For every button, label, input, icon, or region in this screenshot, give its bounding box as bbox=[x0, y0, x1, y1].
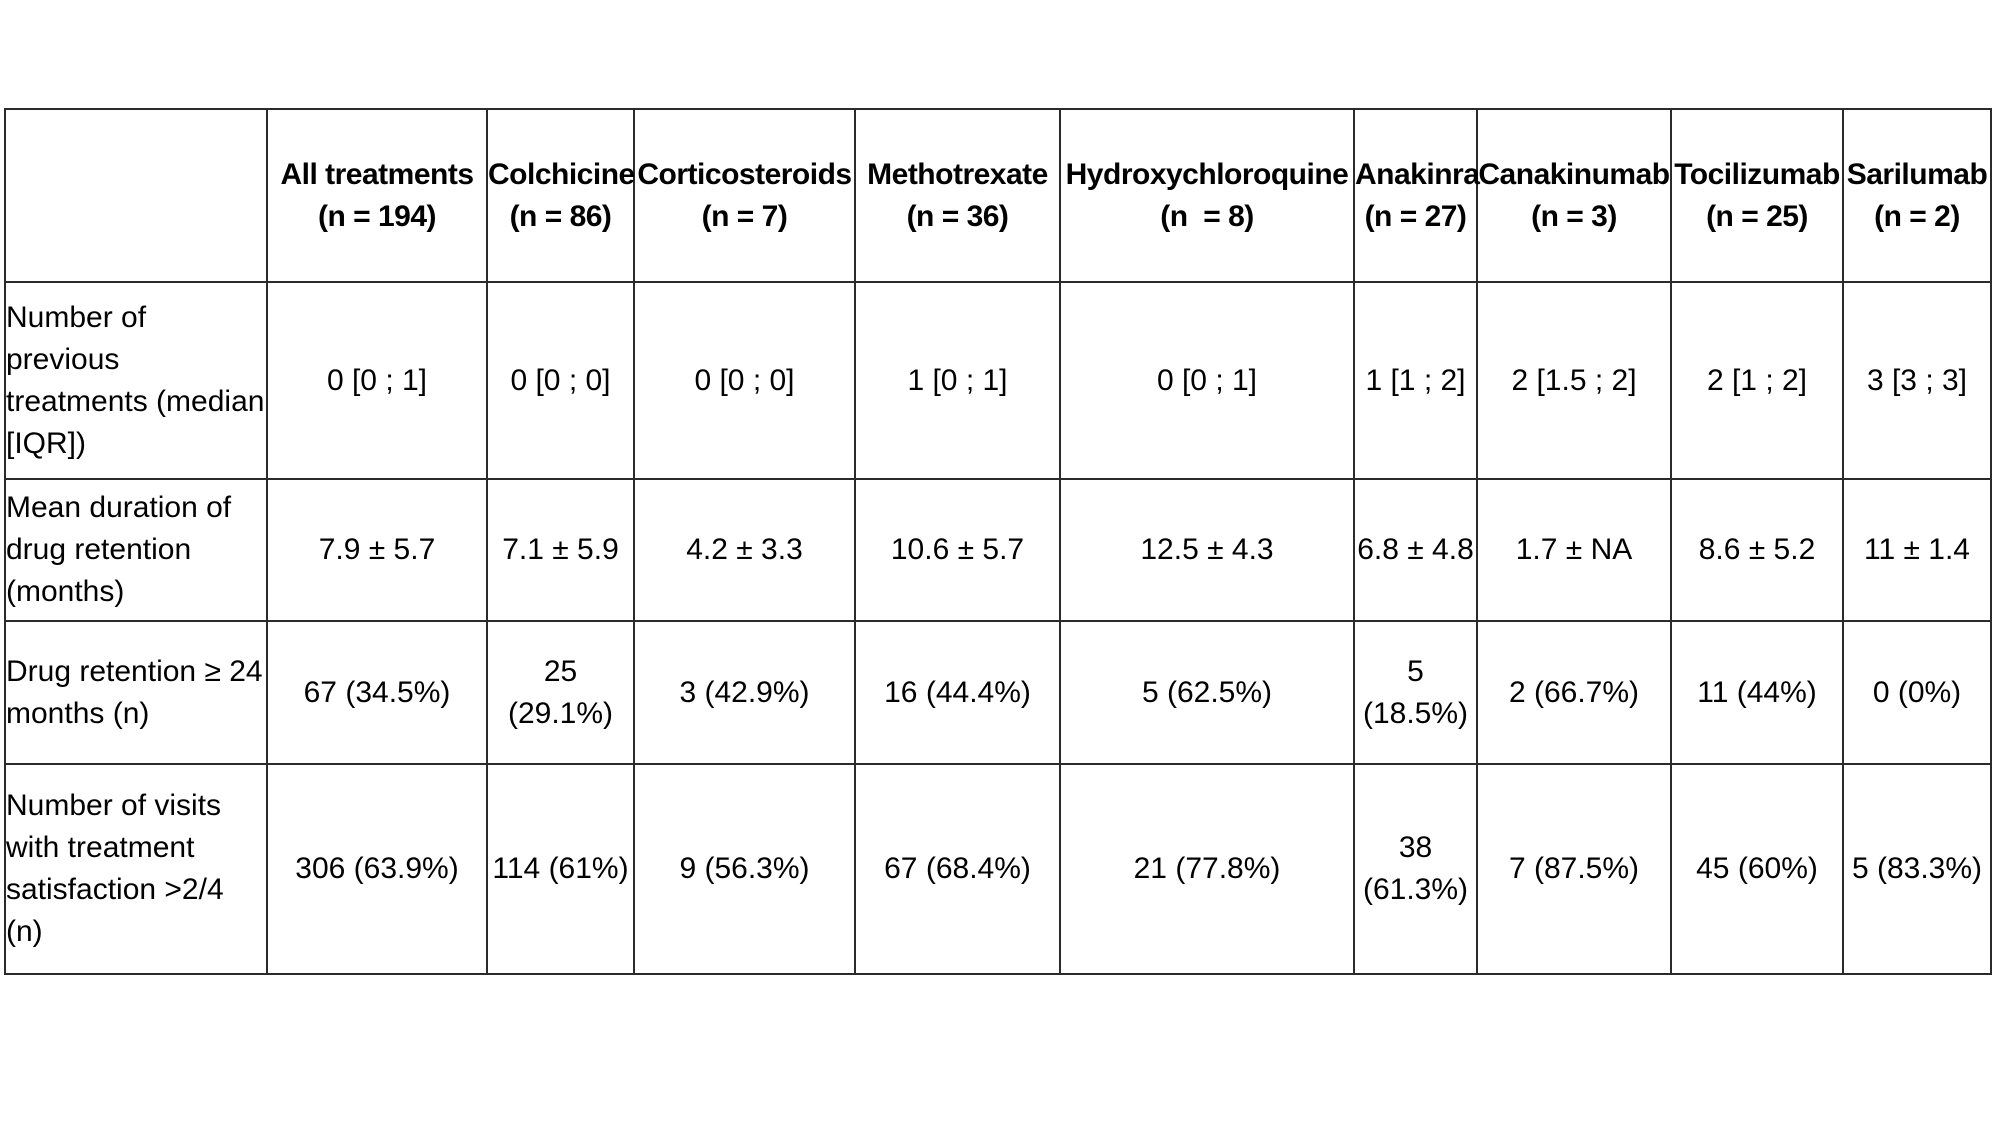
column-name: Hydroxychloroquine bbox=[1065, 157, 1349, 191]
table-cell: 306 (63.9%) bbox=[266, 763, 488, 975]
column-n: (n = 27) bbox=[1364, 199, 1467, 233]
column-name: Colchicine bbox=[488, 157, 635, 191]
table-cell: 7 (87.5%) bbox=[1476, 763, 1672, 975]
table-cell: 9 (56.3%) bbox=[633, 763, 856, 975]
table-cell: 0 [0 ; 0] bbox=[486, 281, 635, 480]
table-cell: 0 [0 ; 0] bbox=[633, 281, 856, 480]
table-cell: 3 (42.9%) bbox=[633, 620, 856, 765]
table-cell: 3 [3 ; 3] bbox=[1842, 281, 1992, 480]
table-cell: 0 [0 ; 1] bbox=[1059, 281, 1355, 480]
table-cell: 4.2 ± 3.3 bbox=[633, 478, 856, 622]
table-cell: 5 (83.3%) bbox=[1842, 763, 1992, 975]
column-name: All treatments bbox=[280, 157, 474, 191]
table-cell: 2 (66.7%) bbox=[1476, 620, 1672, 765]
row-label: Number of previous treatments (median [I… bbox=[4, 281, 268, 480]
column-header-hydroxychloroquine: Hydroxychloroquine (n = 8) bbox=[1059, 108, 1355, 283]
column-n: (n = 194) bbox=[317, 199, 437, 233]
table-cell: 38 (61.3%) bbox=[1353, 763, 1478, 975]
table-cell: 21 (77.8%) bbox=[1059, 763, 1355, 975]
table-cell: 10.6 ± 5.7 bbox=[854, 478, 1061, 622]
table-cell: 5 (18.5%) bbox=[1353, 620, 1478, 765]
column-n: (n = 36) bbox=[906, 199, 1009, 233]
table-cell: 1 [0 ; 1] bbox=[854, 281, 1061, 480]
column-name: Canakinumab bbox=[1478, 157, 1670, 191]
row-label: Drug retention ≥ 24 months (n) bbox=[4, 620, 268, 765]
column-n: (n = 7) bbox=[701, 199, 788, 233]
column-header-sarilumab: Sarilumab (n = 2) bbox=[1842, 108, 1992, 283]
table-row-previous-treatments: Number of previous treatments (median [I… bbox=[4, 281, 1992, 480]
column-name: Tocilizumab bbox=[1674, 157, 1840, 191]
table-cell: 8.6 ± 5.2 bbox=[1670, 478, 1844, 622]
table-cell: 11 ± 1.4 bbox=[1842, 478, 1992, 622]
column-header-corticosteroids: Corticosteroids (n = 7) bbox=[633, 108, 856, 283]
column-name: Sarilumab bbox=[1846, 157, 1988, 191]
column-header-tocilizumab: Tocilizumab (n = 25) bbox=[1670, 108, 1844, 283]
table-cell: 67 (34.5%) bbox=[266, 620, 488, 765]
column-n: (n = 3) bbox=[1531, 199, 1617, 233]
table-cell: 16 (44.4%) bbox=[854, 620, 1061, 765]
column-n: (n = 86) bbox=[509, 199, 612, 233]
table-cell: 1.7 ± NA bbox=[1476, 478, 1672, 622]
table-cell: 67 (68.4%) bbox=[854, 763, 1061, 975]
table-cell: 6.8 ± 4.8 bbox=[1353, 478, 1478, 622]
table-row-drug-retention-duration: Mean duration of drug retention (months)… bbox=[4, 478, 1992, 622]
column-n: (n = 2) bbox=[1874, 199, 1960, 233]
table-cell: 0 (0%) bbox=[1842, 620, 1992, 765]
table-cell: 114 (61%) bbox=[486, 763, 635, 975]
table-cell: 45 (60%) bbox=[1670, 763, 1844, 975]
table-cell: 0 [0 ; 1] bbox=[266, 281, 488, 480]
table-cell: 7.9 ± 5.7 bbox=[266, 478, 488, 622]
column-n: (n = 8) bbox=[1160, 199, 1254, 233]
column-header-methotrexate: Methotrexate (n = 36) bbox=[854, 108, 1061, 283]
column-n: (n = 25) bbox=[1706, 199, 1808, 233]
column-header-canakinumab: Canakinumab (n = 3) bbox=[1476, 108, 1672, 283]
table-cell: 2 [1.5 ; 2] bbox=[1476, 281, 1672, 480]
column-name: Anakinra bbox=[1355, 157, 1480, 191]
column-header-all-treatments: All treatments (n = 194) bbox=[266, 108, 488, 283]
column-header-colchicine: Colchicine (n = 86) bbox=[486, 108, 635, 283]
table-row-treatment-satisfaction: Number of visits with treatment satisfac… bbox=[4, 763, 1992, 975]
table-row-drug-retention-24-months: Drug retention ≥ 24 months (n) 67 (34.5%… bbox=[4, 620, 1992, 765]
table-cell: 2 [1 ; 2] bbox=[1670, 281, 1844, 480]
column-header-anakinra: Anakinra (n = 27) bbox=[1353, 108, 1480, 283]
header-row: All treatments (n = 194) Colchicine (n =… bbox=[4, 108, 1992, 283]
row-label: Mean duration of drug retention (months) bbox=[4, 478, 268, 622]
column-name: Corticosteroids bbox=[637, 157, 852, 191]
treatment-outcomes-table: All treatments (n = 194) Colchicine (n =… bbox=[4, 108, 1992, 975]
table-cell: 7.1 ± 5.9 bbox=[486, 478, 635, 622]
row-label: Number of visits with treatment satisfac… bbox=[4, 763, 268, 975]
table-cell: 1 [1 ; 2] bbox=[1353, 281, 1478, 480]
table-cell: 11 (44%) bbox=[1670, 620, 1844, 765]
table-cell: 5 (62.5%) bbox=[1059, 620, 1355, 765]
table-cell: 25 (29.1%) bbox=[486, 620, 635, 765]
table-cell: 12.5 ± 4.3 bbox=[1059, 478, 1355, 622]
column-name: Methotrexate bbox=[867, 157, 1048, 191]
corner-cell bbox=[4, 108, 268, 283]
